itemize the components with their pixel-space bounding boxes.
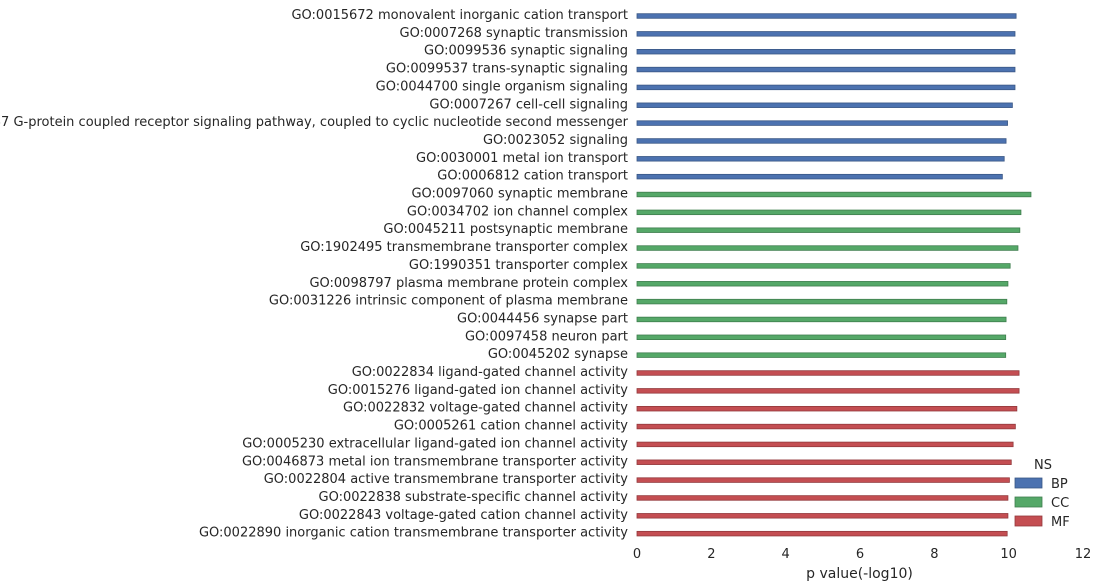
category-label: GO:0007267 cell-cell signaling	[429, 97, 628, 112]
category-labels-group: GO:0015672 monovalent inorganic cation t…	[0, 8, 629, 541]
bar-mf	[636, 388, 1020, 394]
category-label: GO:0045202 synapse	[488, 347, 628, 362]
category-label: GO:0022832 voltage-gated channel activit…	[343, 401, 628, 416]
bar-cc	[636, 227, 1021, 233]
bar-mf	[636, 477, 1010, 483]
category-label: GO:0044700 single organism signaling	[376, 79, 628, 94]
bar-bp	[636, 173, 1003, 180]
bar-mf	[636, 441, 1014, 448]
category-label: GO:0023052 signaling	[483, 133, 628, 148]
bar-bp	[636, 102, 1013, 108]
bar-cc	[636, 281, 1009, 287]
x-axis-title: p value(-log10)	[806, 566, 913, 582]
category-label: GO:0099537 trans-synaptic signaling	[386, 62, 628, 77]
category-label: GO:0099536 synaptic signaling	[424, 44, 628, 59]
bar-bp	[636, 138, 1007, 144]
category-label: GO:0044456 synapse part	[457, 311, 628, 326]
category-label: GO:0098797 plasma membrane protein compl…	[309, 276, 628, 291]
legend: NS BP CC MF	[1014, 458, 1070, 530]
x-axis-ticks-group: 0 2 4 6 8 10 12	[633, 547, 1091, 562]
bar-cc	[636, 334, 1007, 340]
category-label: GO:0022834 ligand-gated channel activity	[352, 365, 629, 380]
bar-cc	[636, 316, 1007, 323]
x-tick-label: 10	[1000, 547, 1017, 562]
bar-mf	[636, 495, 1009, 501]
bar-bp	[636, 84, 1016, 91]
category-label: GO:0034702 ion channel complex	[407, 204, 628, 219]
bar-bp	[636, 49, 1016, 55]
bar-bp	[636, 156, 1005, 162]
bar-mf	[636, 405, 1018, 412]
bar-mf	[636, 513, 1009, 519]
bars-group	[636, 13, 1032, 537]
bar-cc	[636, 191, 1032, 198]
category-label: GO:0097060 synaptic membrane	[411, 187, 628, 202]
x-tick-label: 2	[707, 547, 715, 562]
bar-cc	[636, 209, 1022, 216]
category-label: GO:0015276 ligand-gated ion channel acti…	[328, 383, 629, 398]
category-label: GO:0046873 metal ion transmembrane trans…	[242, 454, 628, 469]
bar-mf	[636, 459, 1012, 465]
category-label: GO:0031226 intrinsic component of plasma…	[269, 294, 628, 309]
legend-label-bp: BP	[1051, 477, 1068, 492]
x-tick-label: 12	[1075, 547, 1092, 562]
category-label: GO:0022838 substrate-specific channel ac…	[319, 490, 629, 505]
category-label: GO:0015672 monovalent inorganic cation t…	[291, 8, 628, 23]
category-label: GO:0007187 G-protein coupled receptor si…	[0, 115, 629, 130]
bar-bp	[636, 66, 1016, 73]
category-label: GO:0097458 neuron part	[465, 329, 628, 344]
category-label: GO:0005261 cation channel activity	[394, 419, 628, 434]
bar-bp	[636, 13, 1017, 19]
bar-cc	[636, 263, 1011, 269]
category-label: GO:1990351 transporter complex	[409, 258, 628, 273]
legend-label-mf: MF	[1051, 515, 1070, 530]
category-label: GO:0022804 active transmembrane transpor…	[264, 472, 629, 487]
x-tick-label: 8	[930, 547, 938, 562]
bar-bp	[636, 120, 1008, 126]
category-label: GO:0022843 voltage-gated cation channel …	[299, 508, 628, 523]
legend-swatch-bp	[1014, 477, 1043, 489]
legend-swatch-mf	[1014, 515, 1043, 527]
x-tick-label: 0	[633, 547, 641, 562]
category-label: GO:0006812 cation transport	[437, 169, 628, 184]
bar-cc	[636, 245, 1019, 251]
legend-swatch-cc	[1014, 496, 1043, 508]
legend-label-cc: CC	[1051, 496, 1069, 511]
category-label: GO:0030001 metal ion transport	[416, 151, 628, 166]
legend-items-group: BP CC MF	[1014, 477, 1070, 530]
category-label: GO:1902495 transmembrane transporter com…	[300, 240, 628, 255]
category-label: GO:0005230 extracellular ligand-gated io…	[242, 436, 628, 451]
x-tick-label: 4	[782, 547, 790, 562]
bar-cc	[636, 352, 1007, 358]
bar-cc	[636, 298, 1008, 305]
category-label: GO:0045211 postsynaptic membrane	[383, 222, 628, 237]
bar-mf	[636, 423, 1016, 430]
bar-mf	[636, 530, 1008, 537]
bar-mf	[636, 370, 1020, 376]
bar-bp	[636, 31, 1016, 37]
category-label: GO:0007268 synaptic transmission	[400, 26, 628, 41]
legend-title: NS	[1034, 458, 1052, 473]
x-tick-label: 6	[856, 547, 864, 562]
category-label: GO:0022890 inorganic cation transmembran…	[199, 526, 628, 541]
